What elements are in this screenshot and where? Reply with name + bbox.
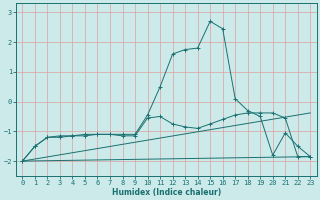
X-axis label: Humidex (Indice chaleur): Humidex (Indice chaleur) (112, 188, 221, 197)
